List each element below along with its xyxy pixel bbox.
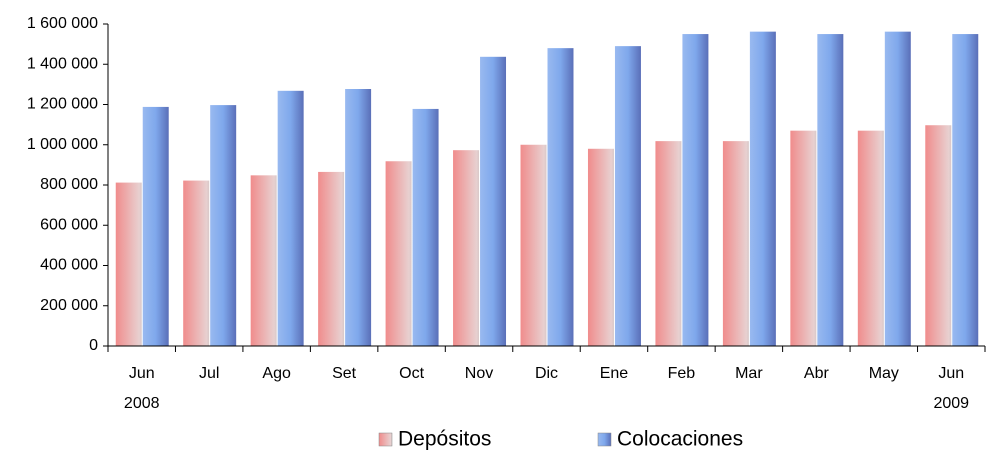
x-tick-label: Nov (465, 365, 493, 382)
legend-label: Depósitos (398, 428, 491, 451)
y-tick-label: 1 600 000 (27, 15, 98, 32)
x-tick-label: Jun (129, 365, 155, 382)
bar (952, 34, 979, 346)
bar (547, 48, 574, 347)
bar (817, 34, 844, 346)
bar (925, 125, 952, 346)
bar (210, 105, 237, 346)
bar (142, 106, 169, 346)
y-tick-label: 200 000 (40, 297, 98, 314)
bar (277, 90, 304, 346)
bar (412, 108, 439, 347)
bar (655, 141, 682, 346)
x-year-label: 2009 (933, 395, 969, 412)
x-tick-label: Abr (804, 365, 830, 382)
y-tick-label: 800 000 (40, 176, 98, 193)
x-tick-label: Feb (668, 365, 696, 382)
legend-swatch (597, 432, 612, 447)
bar (587, 148, 614, 346)
bar (790, 130, 817, 346)
bar (318, 171, 345, 346)
bar (682, 34, 709, 346)
y-tick-label: 1 200 000 (27, 96, 98, 113)
bar (614, 46, 641, 346)
bar (345, 89, 372, 346)
y-tick-label: 600 000 (40, 216, 98, 233)
x-year-label: 2008 (124, 395, 160, 412)
x-tick-label: Ene (600, 365, 629, 382)
x-tick-label: Jun (938, 365, 964, 382)
x-tick-label: Set (332, 365, 357, 382)
legend-swatch (378, 432, 393, 447)
bar (520, 144, 547, 346)
legend-label: Colocaciones (617, 428, 743, 451)
bar (115, 182, 142, 346)
x-tick-label: Oct (399, 365, 424, 382)
y-tick-label: 400 000 (40, 257, 98, 274)
bar (250, 175, 277, 346)
bar (480, 56, 507, 347)
y-tick-label: 1 000 000 (27, 136, 98, 153)
y-tick-label: 0 (89, 337, 98, 354)
bar (722, 141, 749, 346)
y-tick-label: 1 400 000 (27, 55, 98, 72)
x-tick-label: Mar (735, 365, 763, 382)
bar (884, 31, 911, 347)
x-tick-label: May (869, 365, 899, 382)
bar (453, 150, 480, 346)
bar (385, 161, 412, 346)
x-tick-label: Ago (262, 365, 291, 382)
bar (183, 180, 210, 346)
bar (749, 31, 776, 347)
x-tick-label: Dic (535, 365, 558, 382)
x-tick-label: Jul (199, 365, 219, 382)
bar (857, 130, 884, 346)
